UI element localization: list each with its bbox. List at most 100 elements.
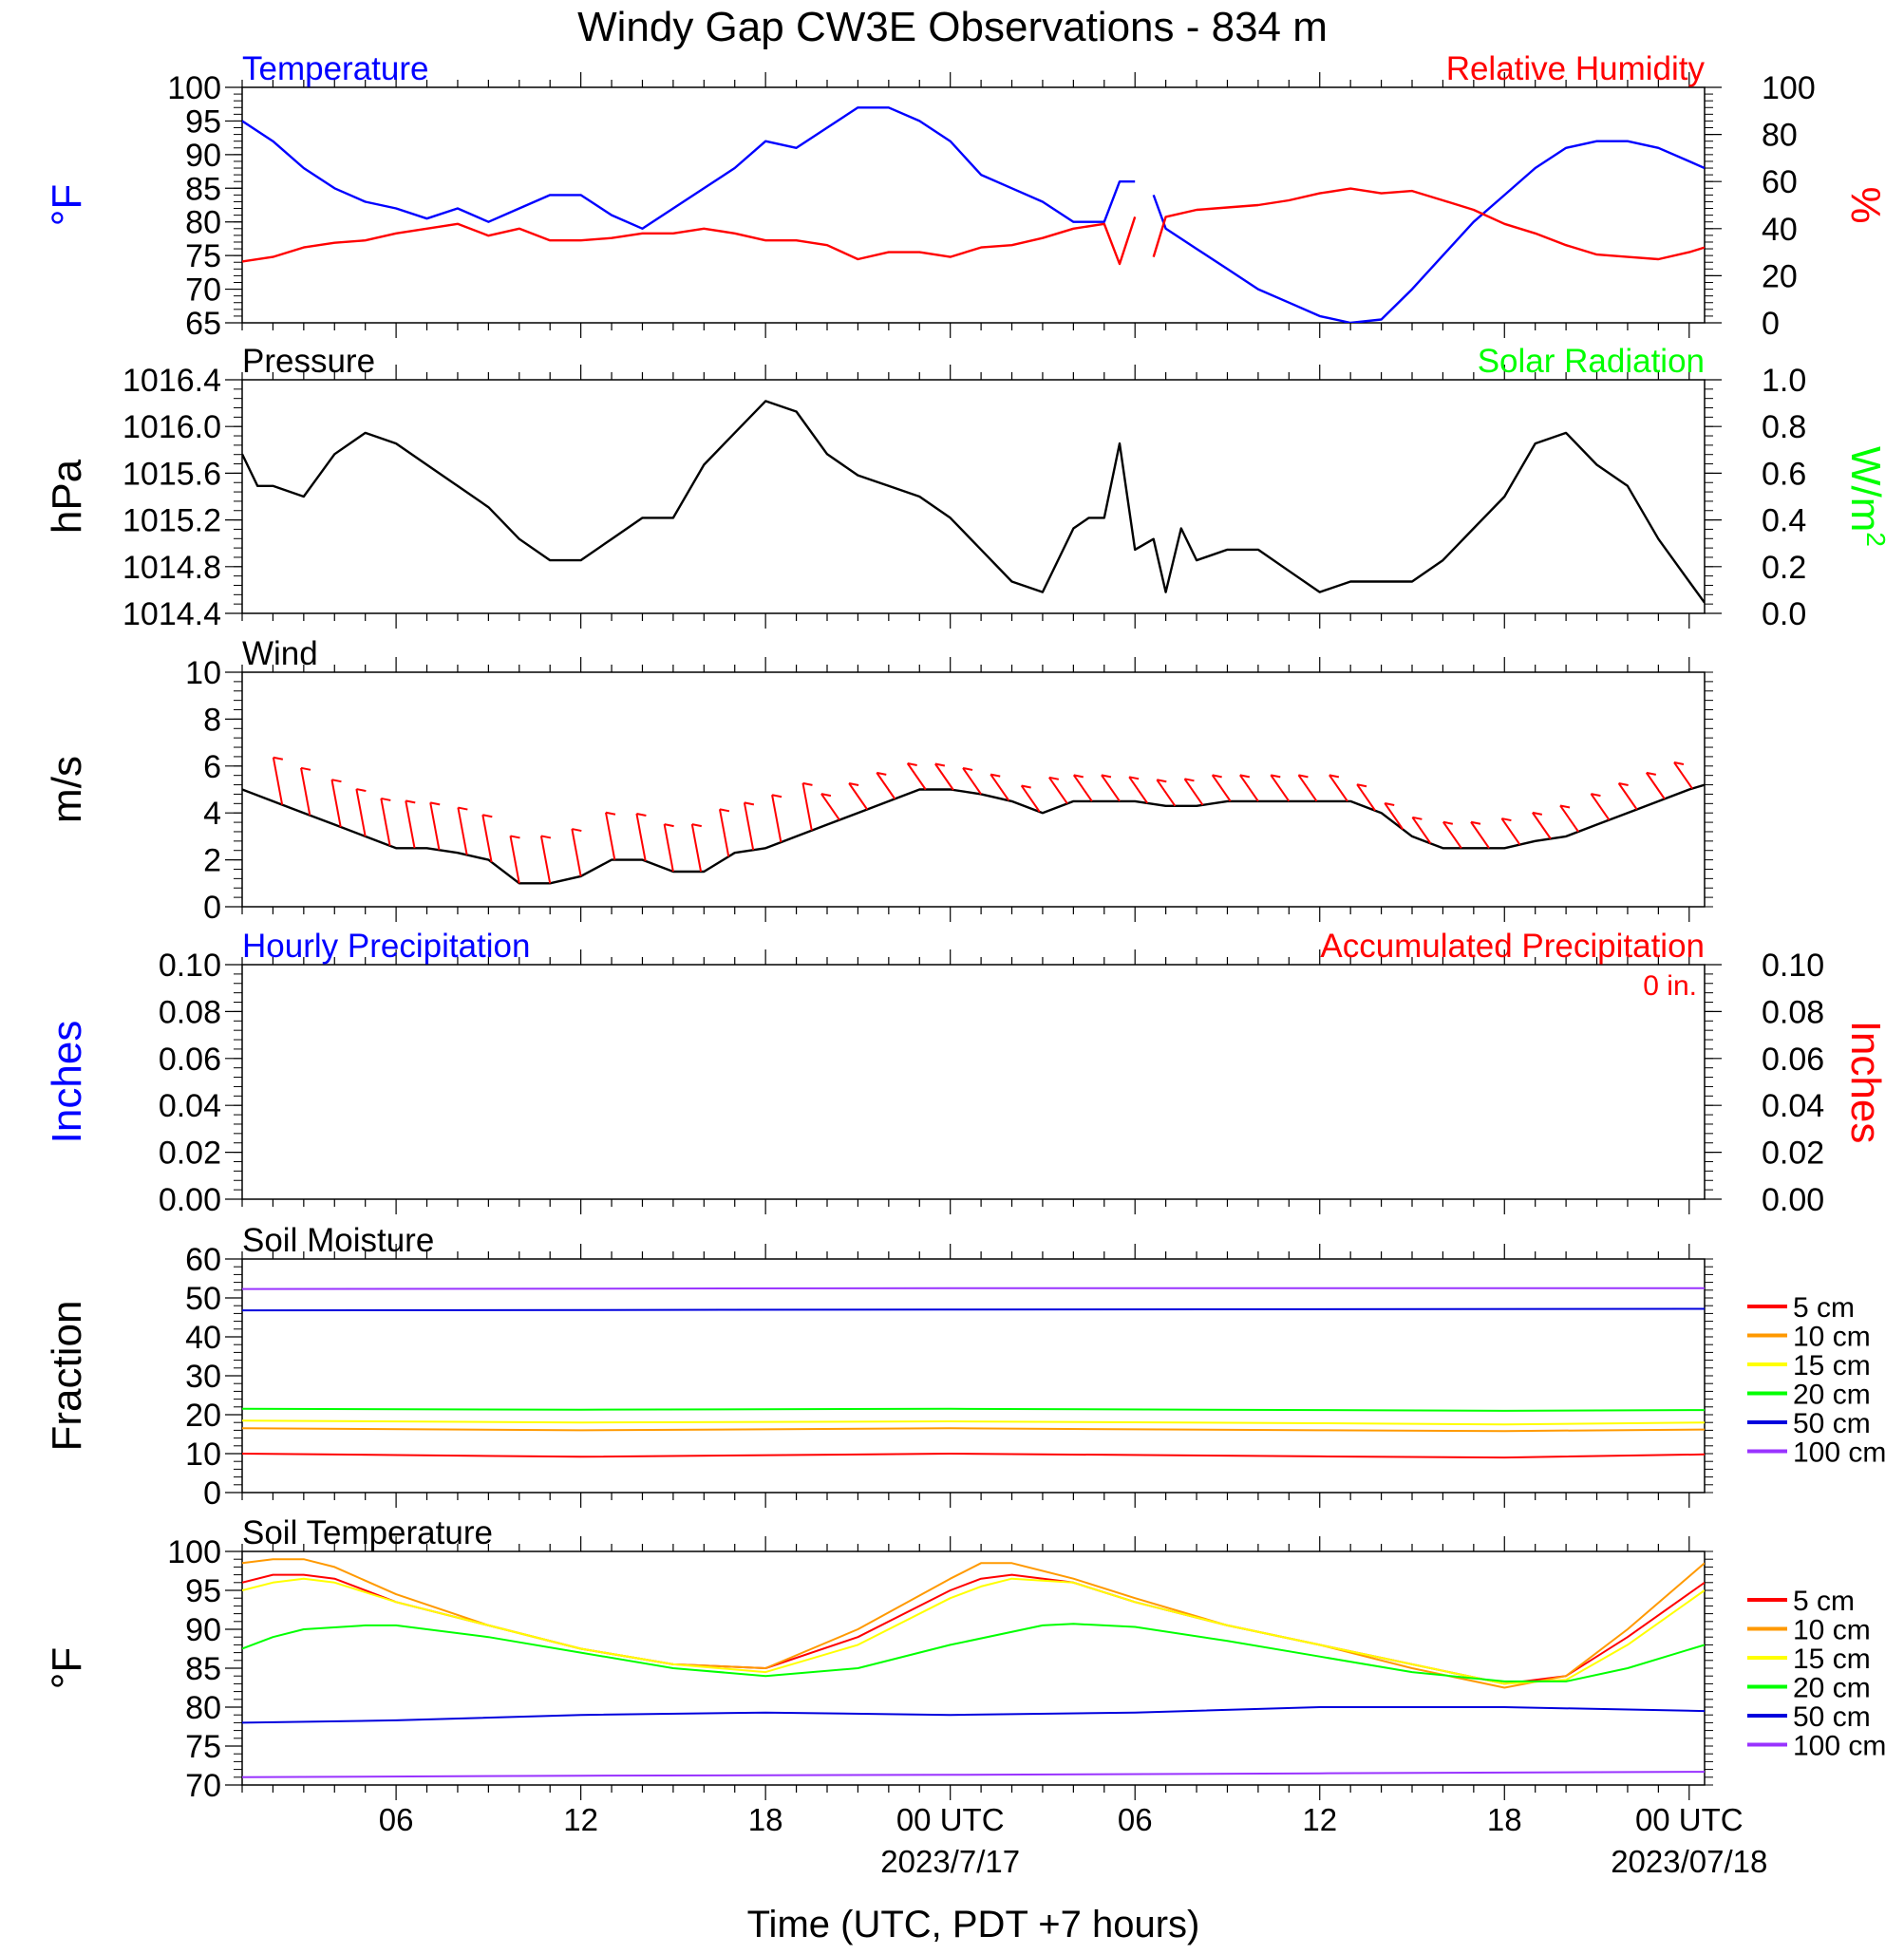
wind-barb [1645,772,1666,799]
wind-barb [1470,821,1490,849]
wind-barb-flag [1356,783,1367,788]
legend-label-20-cm: 20 cm [1793,1380,1871,1411]
wind-barb-flag [1329,774,1340,779]
wind-barb [481,815,493,863]
series-group [242,106,1705,323]
wind-barb [1590,793,1611,821]
series-group [242,400,1705,604]
panel-wind: 0 2 4 6 8 10 Wind m/s [44,635,1713,926]
y-tick-label: 1016.4 [123,363,221,399]
series-line-temperature [242,106,1136,230]
y-tick-label: 50 [185,1281,221,1317]
y-tick-label: 30 [185,1359,221,1395]
y2-axis-label: W/m2 [1842,446,1891,547]
y2-tick-label: 0.06 [1762,1042,1824,1078]
wind-barb-flag [381,797,391,801]
series-line-pressure [242,400,1705,604]
wind-barb [876,772,896,799]
wind-barb-flag [331,779,342,783]
y2-tick-label: 0.08 [1762,994,1824,1030]
wind-barb-flag [1212,774,1222,779]
y2-tick-label: 0.00 [1762,1182,1824,1218]
y2-tick-label: 0.10 [1762,948,1824,984]
y-tick-label: 0.00 [159,1182,221,1218]
y2-tick-label: 80 [1762,118,1798,154]
y-tick-label: 0.10 [159,948,221,984]
wind-barb-flag [719,808,730,813]
panel-temperature: 65707580859095100020406080100Temperature… [44,50,1889,342]
wind-barb [906,762,927,791]
wind-barb-flag [1646,771,1656,776]
plot-frame [241,1550,1706,1786]
wind-barb [1072,774,1093,802]
x-axis: 06 12 18 00 UTC 06 12 18 00 UTC 2023/7/17 2023/07… [379,1802,1768,1879]
y-tick-label: 70 [185,272,221,309]
wind-barb [1156,779,1177,807]
wind-barb-flag [1048,776,1060,780]
panel-title-right: Accumulated Precipitation [1320,928,1705,965]
series-line-relative-humidity [1152,187,1705,261]
wind-barb-flag [1073,774,1084,779]
y-tick-label: 0.02 [159,1136,221,1172]
y-tick-label: 0 [203,1475,221,1512]
y2-tick-label: 0.4 [1762,503,1806,539]
wind-barb [1183,778,1204,806]
y-axis-label: °F [44,1647,90,1689]
wind-barb-flag [1128,776,1140,780]
x-tick-label: 18 [1487,1802,1522,1837]
wind-barb [1239,774,1259,802]
series-line-temperature [1152,140,1705,323]
precip-total-annotation: 0 in. [1643,970,1697,1002]
wind-barb [771,795,782,843]
series-line-20-cm [242,1623,1705,1682]
y-tick-label: 1015.2 [123,503,221,539]
y2-axis-label-sup: 2 [1861,532,1891,547]
x-tick-label: 00 UTC [896,1802,1005,1837]
wind-barb [405,800,416,849]
series-line-5-cm [242,1573,1705,1685]
x-tick-label: 00 UTC [1635,1802,1744,1837]
legend-label-15-cm: 15 cm [1793,1644,1871,1675]
y-tick-label: 75 [185,1729,221,1765]
y-tick-label: 95 [185,1573,221,1609]
plot-frame [241,671,1706,908]
y-tick-label: 20 [185,1398,221,1434]
y-axis-label: m/s [44,756,90,823]
wind-barb-flag [300,766,311,771]
wind-barb [1384,802,1404,831]
y2-axis-label: % [1842,186,1889,223]
series-line-15-cm [242,1577,1705,1685]
y-tick-label: 40 [185,1320,221,1356]
chart-panels: 65707580859095100020406080100Temperature… [44,50,1891,1804]
wind-barb [1559,804,1579,833]
plot-frame [241,379,1706,614]
wind-barb [1128,776,1149,804]
x-date-label: 2023/07/18 [1611,1844,1767,1879]
wind-barb-flag [636,813,647,817]
wind-barb [1211,774,1232,802]
series-line-20-cm [242,1407,1705,1412]
x-axis-title: Time (UTC, PDT +7 hours) [747,1904,1200,1945]
wind-barb-flag [691,823,702,828]
wind-barb [1411,817,1432,844]
wind-barb-flag [1021,784,1031,789]
y2-tick-label: 0 [1762,306,1780,342]
series-line-100-cm [242,1771,1705,1778]
wind-barb [457,807,468,855]
series-line-5-cm [242,1453,1705,1459]
wind-barb [1020,784,1041,813]
series-line-10-cm [242,1558,1705,1689]
y-tick-label: 1014.4 [123,596,221,632]
y2-tick-label: 0.6 [1762,456,1806,492]
y-tick-label: 0.08 [159,994,221,1030]
y2-tick-label: 20 [1762,258,1798,294]
series-line-50-cm [242,1706,1705,1724]
wind-barb-flag [820,793,832,798]
x-tick-label: 18 [748,1802,783,1837]
y-tick-label: 70 [185,1768,221,1804]
y-tick-label: 6 [203,749,221,785]
legend-label-50-cm: 50 cm [1793,1701,1871,1733]
wind-barb [355,788,367,837]
series-group [242,1287,1705,1459]
panel-title-left: Pressure [242,343,375,380]
